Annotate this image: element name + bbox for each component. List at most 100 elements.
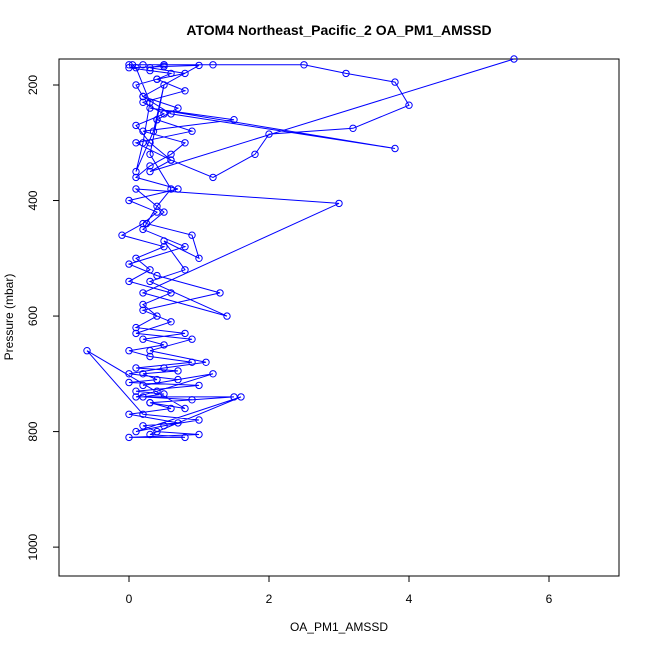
data-point bbox=[167, 156, 175, 164]
data-point bbox=[125, 370, 133, 378]
series-line-2 bbox=[128, 58, 515, 178]
data-point bbox=[146, 266, 154, 274]
data-point bbox=[160, 364, 168, 372]
data-point bbox=[132, 139, 140, 147]
data-point bbox=[139, 300, 147, 309]
x-axis-ticks: 0 2 4 6 bbox=[126, 576, 553, 606]
data-point bbox=[209, 173, 217, 182]
data-point bbox=[195, 430, 203, 439]
data-point bbox=[146, 139, 154, 147]
data-point bbox=[125, 433, 133, 442]
plot-area-marks bbox=[83, 55, 518, 442]
y-tick-label: 400 bbox=[26, 190, 40, 210]
data-point bbox=[174, 375, 182, 384]
y-axis-label: Pressure (mbar) bbox=[2, 274, 16, 361]
data-point bbox=[146, 430, 154, 439]
data-point bbox=[188, 231, 196, 239]
series-line-1 bbox=[86, 64, 396, 438]
data-point bbox=[181, 404, 189, 413]
data-point bbox=[209, 61, 217, 69]
y-tick-label: 800 bbox=[26, 421, 40, 441]
data-point bbox=[160, 208, 168, 216]
data-point bbox=[153, 202, 161, 211]
data-point bbox=[160, 341, 168, 349]
data-point bbox=[125, 410, 133, 418]
data-point bbox=[139, 92, 147, 101]
data-point bbox=[153, 387, 161, 395]
data-point bbox=[174, 104, 182, 112]
data-point bbox=[167, 289, 175, 297]
data-point bbox=[153, 312, 161, 320]
data-point bbox=[265, 130, 273, 138]
data-point bbox=[195, 61, 203, 70]
data-point bbox=[146, 150, 154, 159]
data-point bbox=[153, 208, 161, 216]
data-point bbox=[146, 347, 154, 355]
data-point bbox=[146, 162, 154, 170]
data-point bbox=[125, 260, 133, 268]
data-point bbox=[188, 127, 196, 135]
data-point bbox=[167, 69, 175, 78]
data-point bbox=[167, 150, 175, 159]
data-point bbox=[132, 329, 140, 338]
data-point bbox=[139, 335, 147, 343]
data-point bbox=[83, 347, 91, 355]
data-point bbox=[237, 393, 245, 401]
data-point bbox=[146, 352, 154, 361]
data-point bbox=[181, 139, 189, 147]
data-point bbox=[160, 422, 168, 430]
data-point bbox=[174, 367, 182, 375]
data-point bbox=[142, 219, 151, 228]
data-point bbox=[181, 329, 189, 338]
data-point bbox=[167, 185, 175, 193]
data-point bbox=[139, 393, 147, 401]
data-point bbox=[188, 335, 196, 343]
data-point bbox=[125, 347, 133, 355]
data-point bbox=[216, 289, 224, 297]
x-tick-label: 6 bbox=[546, 592, 553, 606]
data-point bbox=[391, 78, 399, 86]
data-point bbox=[125, 378, 133, 387]
data-point bbox=[132, 323, 140, 332]
y-tick-label: 600 bbox=[26, 306, 40, 326]
data-point bbox=[153, 75, 161, 83]
data-point bbox=[167, 318, 175, 326]
data-point bbox=[139, 410, 147, 418]
data-point bbox=[251, 150, 259, 159]
data-point bbox=[223, 312, 231, 320]
data-point bbox=[125, 196, 133, 205]
data-point bbox=[160, 110, 168, 118]
data-point bbox=[188, 358, 196, 366]
data-point bbox=[146, 277, 154, 286]
data-point bbox=[181, 433, 189, 442]
y-tick-label: 1000 bbox=[26, 533, 40, 560]
data-point bbox=[188, 396, 196, 404]
data-point bbox=[160, 243, 168, 251]
data-point bbox=[139, 98, 147, 107]
data-point bbox=[118, 231, 126, 239]
data-point bbox=[160, 62, 168, 71]
data-point bbox=[153, 116, 161, 124]
data-point bbox=[139, 225, 147, 234]
data-point bbox=[209, 370, 217, 378]
data-point bbox=[230, 116, 238, 124]
data-point bbox=[202, 358, 210, 366]
data-point bbox=[132, 427, 140, 436]
data-point bbox=[153, 427, 161, 436]
data-point bbox=[125, 64, 133, 72]
plot-frame bbox=[58, 58, 620, 577]
x-axis-label: OA_PM1_AMSSD bbox=[290, 620, 388, 634]
data-point bbox=[146, 66, 154, 75]
data-point bbox=[181, 266, 189, 274]
data-point bbox=[181, 87, 189, 95]
data-point bbox=[132, 167, 140, 176]
data-point bbox=[132, 364, 140, 372]
y-tick-label: 200 bbox=[26, 75, 40, 95]
data-point bbox=[160, 237, 168, 245]
data-point bbox=[153, 271, 161, 280]
data-point bbox=[132, 81, 140, 89]
data-point bbox=[153, 375, 161, 384]
data-point bbox=[349, 124, 357, 133]
data-point bbox=[132, 393, 140, 401]
